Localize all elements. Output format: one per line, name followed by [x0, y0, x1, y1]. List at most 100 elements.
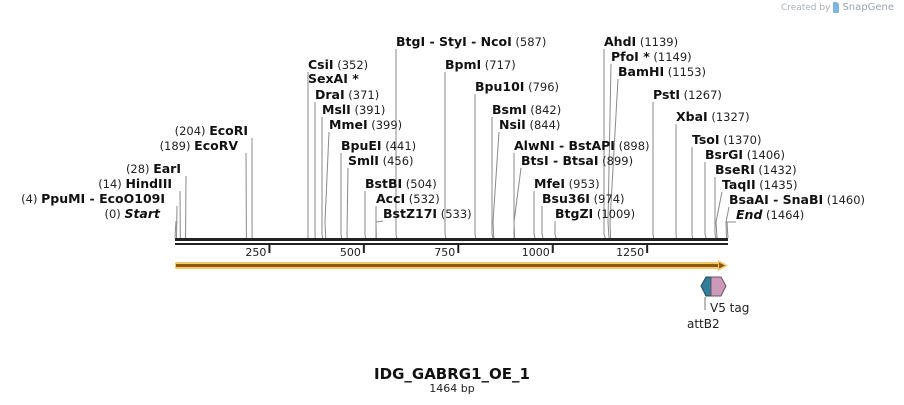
enzyme-position: (1464)	[762, 208, 804, 222]
enzyme-site-label[interactable]: NsiI (844)	[499, 117, 560, 132]
enzyme-site-label[interactable]: SexAI *	[308, 71, 359, 86]
enzyme-name: EarI	[153, 161, 181, 176]
enzyme-position: (1327)	[708, 110, 750, 124]
enzyme-name: BstBI	[365, 176, 402, 191]
enzyme-name: MslI	[322, 102, 351, 117]
enzyme-position: (28)	[126, 162, 153, 176]
enzyme-site-label[interactable]: (4) PpuMI - EcoO109I	[21, 191, 165, 206]
enzyme-site-label[interactable]: (28) EarI	[126, 161, 181, 176]
enzyme-cut-line	[607, 63, 612, 239]
enzyme-cut-line	[513, 167, 522, 239]
enzyme-position: (441)	[382, 139, 417, 153]
enzyme-site-label[interactable]: (0) Start	[104, 206, 161, 221]
enzyme-site-label[interactable]: AlwNI - BstAPI (898)	[514, 138, 650, 153]
enzyme-site-label[interactable]: BamHI (1153)	[618, 64, 706, 79]
enzyme-site-label[interactable]: Bpu10I (796)	[475, 79, 559, 94]
enzyme-position: (974)	[590, 192, 625, 206]
enzyme-site-label[interactable]: DraI (371)	[315, 87, 379, 102]
enzyme-site-label[interactable]: BstBI (504)	[365, 176, 437, 191]
enzyme-site-label[interactable]: (14) HindIII	[98, 176, 172, 191]
credit-prefix: Created by	[780, 2, 831, 13]
enzyme-position: (1370)	[720, 133, 762, 147]
enzyme-position: (1139)	[636, 35, 678, 49]
enzyme-site-label[interactable]: End (1464)	[736, 207, 804, 222]
enzyme-site-label[interactable]: Bsu36I (974)	[542, 191, 625, 206]
enzyme-name: BpmI	[445, 57, 481, 72]
enzyme-position: (1153)	[664, 65, 706, 79]
enzyme-cut-line	[533, 191, 536, 239]
enzyme-cut-line	[603, 49, 606, 239]
credit-brand: SnapGene	[842, 2, 894, 13]
enzyme-labels: (0) Start(4) PpuMI - EcoO109I(14) HindII…	[21, 34, 865, 222]
enzyme-position: (399)	[368, 118, 403, 132]
enzyme-site-label[interactable]: BpmI (717)	[445, 57, 516, 72]
enzyme-position: (14)	[98, 177, 125, 191]
enzyme-site-label[interactable]: MslI (391)	[322, 102, 385, 117]
enzyme-position: (1009)	[593, 207, 635, 221]
v5-tag-label: V5 tag	[710, 301, 749, 315]
enzyme-name: DraI	[315, 87, 345, 102]
enzyme-position: (1460)	[823, 193, 865, 207]
ruler-tick-label: 750	[434, 246, 455, 259]
enzyme-site-label[interactable]: TsoI (1370)	[692, 132, 761, 147]
enzyme-name: BseRI	[715, 162, 755, 177]
enzyme-site-label[interactable]: BpuEI (441)	[341, 138, 416, 153]
enzyme-cut-line	[652, 102, 655, 239]
enzyme-cut-line	[714, 177, 717, 239]
enzyme-site-label[interactable]: BstZ17I (533)	[383, 206, 472, 221]
enzyme-position: (532)	[405, 192, 440, 206]
feature-v5-tag[interactable]	[710, 276, 727, 297]
enzyme-name: PfoI *	[611, 49, 650, 64]
sequence-backbone	[175, 238, 728, 245]
ruler-tick-label: 1250	[616, 246, 644, 259]
enzyme-name: PpuMI - EcoO109I	[41, 191, 165, 206]
enzyme-site-label[interactable]: XbaI (1327)	[676, 109, 750, 124]
enzyme-name: BsmI	[492, 102, 527, 117]
enzyme-cut-line	[492, 131, 500, 239]
enzyme-site-label[interactable]: BseRI (1432)	[715, 162, 797, 177]
enzyme-position: (391)	[351, 103, 386, 117]
enzyme-name: TaqII	[722, 177, 756, 192]
enzyme-position: (1406)	[743, 148, 785, 162]
enzyme-position: (1267)	[680, 88, 722, 102]
orf-arrow[interactable]	[175, 260, 728, 271]
enzyme-site-label[interactable]: PfoI * (1149)	[611, 49, 692, 64]
enzyme-cut-line	[375, 220, 384, 239]
enzyme-cut-line	[725, 206, 730, 239]
enzyme-cut-line	[491, 117, 494, 239]
enzyme-name: BsaAI - SnaBI	[729, 192, 823, 207]
enzyme-site-label[interactable]: MfeI (953)	[534, 176, 600, 191]
enzyme-site-label[interactable]: BsmI (842)	[492, 102, 561, 117]
ruler-tick-label: 500	[340, 246, 361, 259]
feature-attb2[interactable]	[700, 276, 712, 297]
enzyme-site-label[interactable]: AhdI (1139)	[604, 34, 678, 49]
enzyme-site-label[interactable]: BsaAI - SnaBI (1460)	[729, 192, 865, 207]
enzyme-position: (796)	[524, 80, 559, 94]
enzyme-cut-line	[704, 162, 707, 239]
enzyme-name: Start	[124, 206, 161, 221]
enzyme-site-label[interactable]: SmlI (456)	[348, 153, 414, 168]
enzyme-cut-line	[340, 153, 343, 239]
enzyme-site-label[interactable]: BsrGI (1406)	[705, 147, 785, 162]
enzyme-site-label[interactable]: BtgI - StyI - NcoI (587)	[396, 34, 546, 49]
enzyme-cut-line	[346, 167, 349, 239]
enzyme-site-label[interactable]: CsiI (352)	[308, 57, 368, 72]
enzyme-site-label[interactable]: PstI (1267)	[653, 87, 722, 102]
enzyme-cut-line	[609, 78, 619, 239]
enzyme-position: (1149)	[650, 50, 692, 64]
enzyme-name: MfeI	[534, 176, 565, 191]
enzyme-name: Bpu10I	[475, 79, 524, 94]
enzyme-site-label[interactable]: BtgZI (1009)	[555, 206, 635, 221]
enzyme-site-label[interactable]: TaqII (1435)	[722, 177, 798, 192]
enzyme-name: BtgZI	[555, 206, 593, 221]
enzyme-site-label[interactable]: (204) EcoRI	[175, 123, 248, 138]
enzyme-site-label[interactable]: BtsI - BtsaI (899)	[521, 153, 633, 168]
enzyme-site-label[interactable]: (189) EcoRV	[160, 138, 239, 153]
enzyme-site-label[interactable]: AccI (532)	[376, 191, 440, 206]
ruler-tick-label: 1000	[522, 246, 550, 259]
enzyme-name: BtsI - BtsaI	[521, 153, 599, 168]
enzyme-site-label[interactable]: MmeI (399)	[329, 117, 402, 132]
enzyme-position: (1435)	[756, 178, 798, 192]
snapgene-logo-icon	[833, 2, 840, 13]
enzyme-position: (0)	[104, 207, 124, 221]
